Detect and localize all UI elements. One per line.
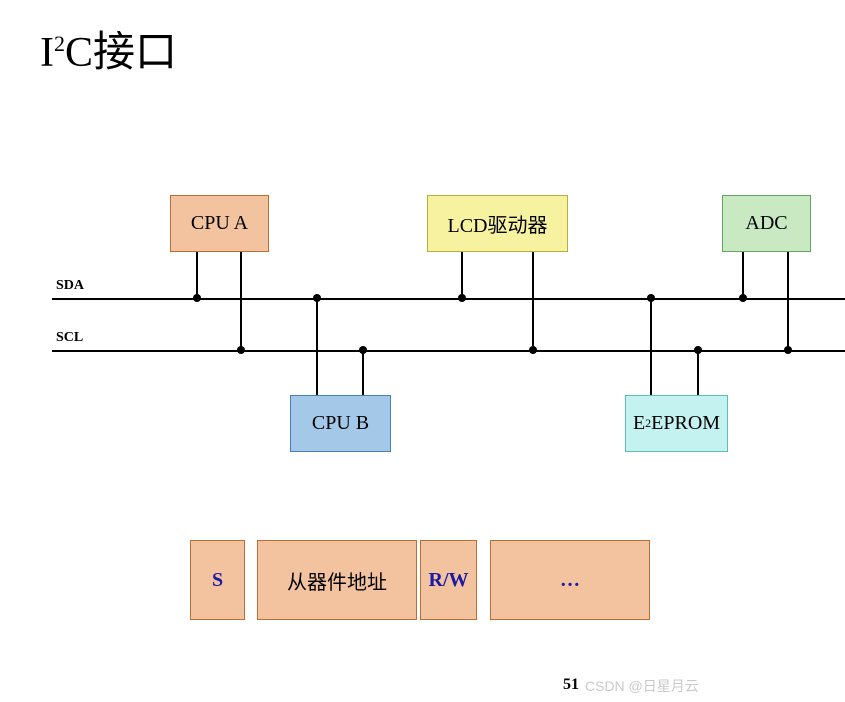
stub-adc-scl [787, 252, 789, 350]
dot-eeprom-scl [694, 346, 702, 354]
dot-cpub-scl [359, 346, 367, 354]
dot-eeprom-sda [647, 294, 655, 302]
dot-cpub-sda [313, 294, 321, 302]
frame-cell-addr: 从器件地址 [257, 540, 417, 620]
dot-adc-sda [739, 294, 747, 302]
stub-adc-sda [742, 252, 744, 298]
node-lcd: LCD驱动器 [427, 195, 568, 252]
sda-label: SDA [56, 278, 84, 294]
dot-cpua-scl [237, 346, 245, 354]
scl-line [52, 350, 845, 352]
dot-adc-scl [784, 346, 792, 354]
node-adc: ADC [722, 195, 811, 252]
node-cpub: CPU B [290, 395, 391, 452]
scl-label: SCL [56, 330, 83, 346]
dot-lcd-sda [458, 294, 466, 302]
frame-cell-s: S [190, 540, 245, 620]
sda-line [52, 298, 845, 300]
stub-cpua-sda [196, 252, 198, 298]
stub-lcd-sda [461, 252, 463, 298]
page-title: I2C接口 [40, 18, 177, 79]
stub-eeprom-scl [697, 350, 699, 395]
stub-eeprom-sda [650, 298, 652, 395]
stub-cpub-sda [316, 298, 318, 395]
page-number: 51 [563, 676, 579, 694]
stub-lcd-scl [532, 252, 534, 350]
stub-cpua-scl [240, 252, 242, 350]
frame-cell-rw: R/W [420, 540, 477, 620]
frame-cell-more: … [490, 540, 650, 620]
watermark: CSDN @日星月云 [585, 676, 699, 696]
stub-cpub-scl [362, 350, 364, 395]
node-cpua: CPU A [170, 195, 269, 252]
dot-cpua-sda [193, 294, 201, 302]
dot-lcd-scl [529, 346, 537, 354]
node-eeprom: E2EPROM [625, 395, 728, 452]
